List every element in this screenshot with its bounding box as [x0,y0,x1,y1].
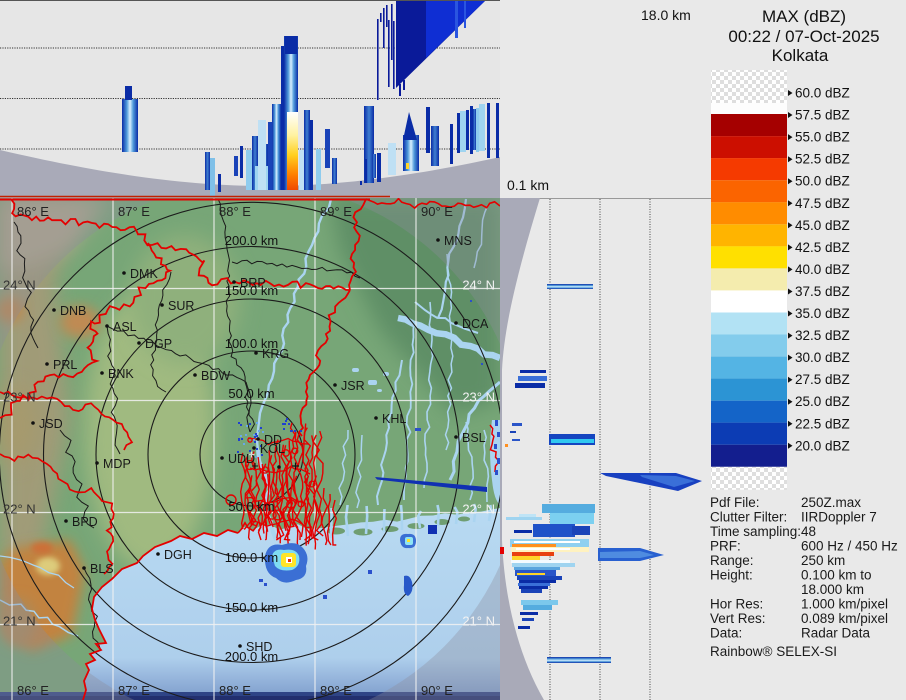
svg-text:55.0 dBZ: 55.0 dBZ [795,130,850,145]
svg-text:Range:: Range: [710,553,754,568]
svg-text:23° N: 23° N [3,390,36,405]
svg-text:24° N: 24° N [3,278,36,293]
svg-text:35.0 dBZ: 35.0 dBZ [795,306,850,321]
svg-text:Kolkata: Kolkata [772,46,829,65]
svg-text:BSL: BSL [462,431,486,445]
svg-text:Hor Res:: Hor Res: [710,597,763,612]
svg-text:60.0 dBZ: 60.0 dBZ [795,86,850,101]
svg-text:50.0 dBZ: 50.0 dBZ [795,174,850,189]
svg-text:DGH: DGH [164,548,192,562]
svg-text:KOL: KOL [260,442,285,456]
svg-text:SHD: SHD [246,640,272,654]
svg-text:37.5 dBZ: 37.5 dBZ [795,284,850,299]
svg-text:20.0 dBZ: 20.0 dBZ [795,438,850,453]
svg-text:BRP: BRP [240,276,266,290]
svg-text:BPD: BPD [72,515,98,529]
svg-text:22° N: 22° N [3,502,36,517]
svg-text:89° E: 89° E [320,204,352,219]
svg-text:22.5 dBZ: 22.5 dBZ [795,416,850,431]
svg-text:25.0 dBZ: 25.0 dBZ [795,394,850,409]
svg-text:Height:: Height: [710,568,753,583]
svg-text:600 Hz / 450 Hz: 600 Hz / 450 Hz [801,539,898,554]
svg-text:22° N: 22° N [462,502,495,517]
svg-text:90° E: 90° E [421,683,453,698]
svg-text:32.5 dBZ: 32.5 dBZ [795,328,850,343]
svg-text:KRG: KRG [262,347,289,361]
svg-text:BLS: BLS [90,562,114,576]
svg-text:86° E: 86° E [17,204,49,219]
svg-text:0.1 km: 0.1 km [507,177,549,193]
svg-text:52.5 dBZ: 52.5 dBZ [795,152,850,167]
svg-text:21° N: 21° N [3,614,36,629]
svg-text:KHL: KHL [382,412,406,426]
svg-text:150.0 km: 150.0 km [225,283,278,298]
svg-text:MNS: MNS [444,234,472,248]
svg-text:200.0 km: 200.0 km [225,233,278,248]
svg-text:1.000 km/pixel: 1.000 km/pixel [801,597,888,612]
svg-text:89° E: 89° E [320,683,352,698]
svg-text:PRF:: PRF: [710,539,741,554]
svg-text:DGP: DGP [145,337,172,351]
svg-text:DD: DD [264,433,282,447]
svg-text:JSR: JSR [341,379,365,393]
svg-text:MDP: MDP [103,457,131,471]
svg-text:24° N: 24° N [462,278,495,293]
svg-text:200.0 km: 200.0 km [225,649,278,664]
svg-text:Clutter Filter:: Clutter Filter: [710,510,787,525]
svg-text:BNK: BNK [108,367,134,381]
svg-text:40.0 dBZ: 40.0 dBZ [795,262,850,277]
svg-text:90° E: 90° E [421,204,453,219]
svg-text:Data:: Data: [710,626,742,641]
svg-text:45.0 dBZ: 45.0 dBZ [795,218,850,233]
svg-text:57.5 dBZ: 57.5 dBZ [795,108,850,123]
svg-text:PRL: PRL [53,358,77,372]
svg-text:BDW: BDW [201,369,230,383]
svg-text:23° N: 23° N [462,390,495,405]
svg-text:00:22 / 07-Oct-2025: 00:22 / 07-Oct-2025 [728,27,879,46]
svg-text:Radar Data: Radar Data [801,626,871,641]
svg-text:DNB: DNB [60,304,86,318]
svg-text:18.0 km: 18.0 km [641,7,691,23]
svg-text:150.0 km: 150.0 km [225,600,278,615]
svg-text:250Z.max: 250Z.max [801,495,861,510]
svg-text:JSD: JSD [39,417,63,431]
svg-text:SUR: SUR [168,299,194,313]
svg-text:0.089 km/pixel: 0.089 km/pixel [801,611,888,626]
svg-text:87° E: 87° E [118,204,150,219]
svg-text:88° E: 88° E [219,204,251,219]
svg-text:18.000 km: 18.000 km [801,582,864,597]
svg-text:MAX (dBZ): MAX (dBZ) [762,7,846,26]
svg-text:DMK: DMK [130,267,158,281]
svg-text:Time sampling:48: Time sampling:48 [710,524,816,539]
svg-text:0.100 km to: 0.100 km to [801,568,872,583]
svg-text:42.5 dBZ: 42.5 dBZ [795,240,850,255]
svg-text:Rainbow® SELEX-SI: Rainbow® SELEX-SI [710,644,837,659]
svg-text:30.0 dBZ: 30.0 dBZ [795,350,850,365]
svg-text:88° E: 88° E [219,683,251,698]
svg-text:100.0 km: 100.0 km [225,336,278,351]
svg-text:250 km: 250 km [801,553,845,568]
svg-text:27.5 dBZ: 27.5 dBZ [795,372,850,387]
svg-text:IIRDoppler 7: IIRDoppler 7 [801,510,877,525]
svg-text:50.0 km: 50.0 km [228,386,274,401]
svg-text:86° E: 86° E [17,683,49,698]
svg-text:Pdf File:: Pdf File: [710,495,760,510]
svg-text:Vert Res:: Vert Res: [710,611,766,626]
svg-text:UDD: UDD [228,452,255,466]
svg-text:DCA: DCA [462,317,489,331]
svg-text:50.0 km: 50.0 km [228,499,274,514]
svg-text:21° N: 21° N [462,614,495,629]
svg-text:47.5 dBZ: 47.5 dBZ [795,196,850,211]
svg-text:100.0 km: 100.0 km [225,550,278,565]
svg-text:ASL: ASL [113,320,137,334]
svg-text:87° E: 87° E [118,683,150,698]
